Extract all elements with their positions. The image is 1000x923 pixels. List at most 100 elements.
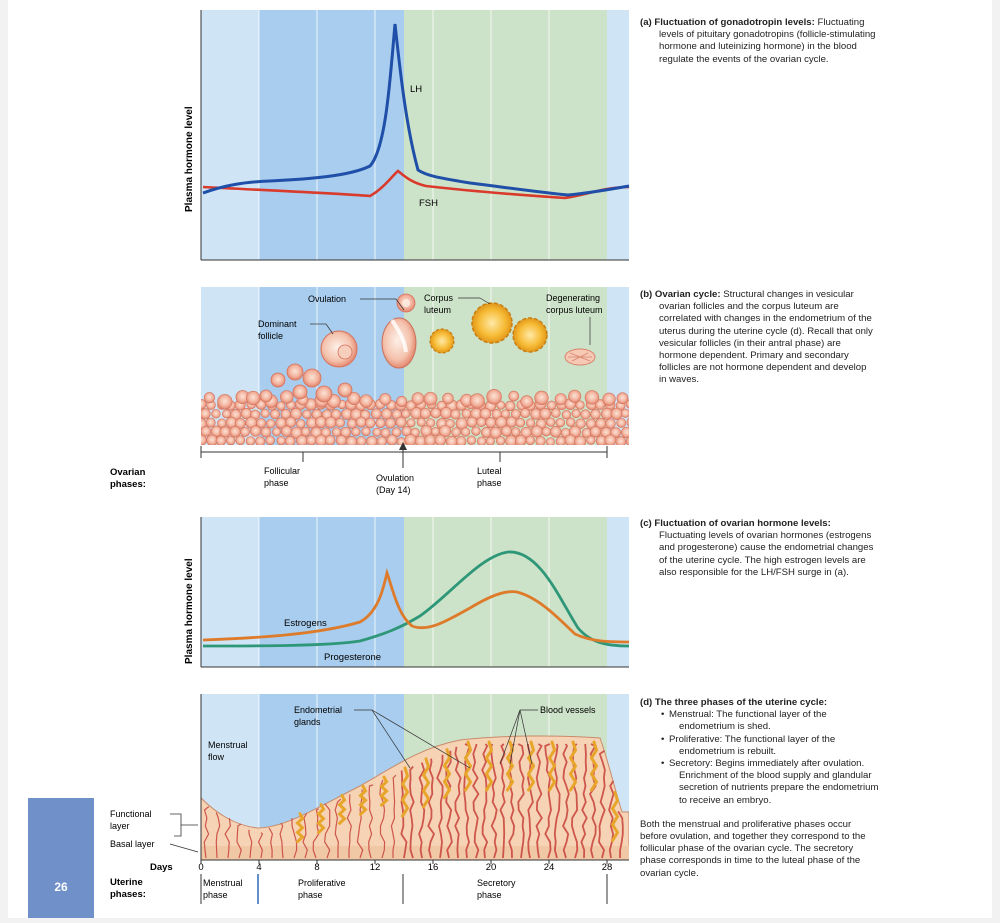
secondary-follicle [554, 393, 567, 406]
primary-follicle [445, 435, 458, 445]
page-number-tab: 26 [28, 798, 94, 918]
bullet-line: Secretory: Begins immediately after ovul… [669, 758, 865, 770]
panel-b-desc-line: uterus during the uterine cycle (d). Rec… [659, 325, 873, 337]
panel-a-description: (a) Fluctuation of gonadotropin levels: … [640, 17, 970, 66]
spiral-artery [445, 750, 453, 859]
secondary-follicle [486, 389, 502, 405]
spiral-artery [553, 743, 561, 859]
proliferative-band [259, 10, 404, 260]
primary-follicle [376, 436, 387, 445]
estrogens-label: Estrogens [284, 618, 327, 629]
lh-label: LH [410, 84, 422, 95]
endometrial-gland [421, 757, 431, 809]
primary-follicle [285, 416, 297, 428]
endometrial-gland [337, 793, 347, 825]
ovulating-follicle [381, 293, 417, 369]
primary-follicle [455, 436, 467, 445]
spiral-artery [499, 743, 506, 859]
follicle-bed [201, 389, 629, 445]
primary-follicle [401, 409, 411, 419]
bullet-line: endometrium is shed. [679, 721, 771, 733]
menstrual-flow-label-2: flow [208, 752, 225, 762]
panel-c-description: (c) Fluctuation of ovarian hormone level… [640, 518, 970, 579]
secondary-follicle [584, 390, 600, 405]
spiral-artery [490, 743, 498, 859]
estrogen-curve [202, 568, 630, 644]
primary-follicle [270, 409, 281, 420]
primary-follicle [260, 426, 272, 438]
next-cycle-band [607, 10, 629, 260]
primary-follicle [460, 427, 471, 437]
glands-label-2: glands [294, 717, 321, 727]
primary-follicle [240, 426, 250, 437]
uterine-phase-bars [200, 874, 608, 904]
next-cycle-band [607, 517, 629, 667]
ovarian-phase-bracket [200, 442, 608, 468]
panel-c-background [201, 517, 629, 667]
primary-follicle [380, 428, 391, 438]
primary-follicle [330, 409, 342, 420]
secondary-follicle [280, 390, 294, 404]
spiral-artery [517, 743, 525, 859]
endometrial-gland [463, 740, 473, 792]
menstrual-flow-label-1: Menstrual [208, 740, 248, 750]
day-tick-label: 20 [486, 862, 497, 873]
secondary-follicle [508, 390, 520, 402]
spiral-artery [472, 743, 480, 859]
spiral-artery [481, 743, 489, 859]
primary-follicle [616, 417, 627, 428]
secretory-phase-label-1: Secretory [477, 878, 516, 888]
panel-b-desc-line: hormone dependent. Primary and secondary [659, 350, 849, 362]
corpus-label-1: Corpus [424, 293, 454, 303]
secretory-phase-label-2: phase [477, 890, 502, 900]
secondary-follicle [602, 392, 616, 406]
panel-c-y-label: Plasma hormone level [184, 558, 195, 664]
panel-a-desc-line: hormone and luteinizing hormone) in the … [659, 41, 857, 53]
primary-follicle [296, 419, 306, 429]
bullet-line: Proliferative: The functional layer of t… [669, 733, 836, 745]
panel-c-desc-title: (c) Fluctuation of ovarian hormone level… [640, 518, 831, 529]
uterine-phases-title-1: Uterine [110, 877, 143, 888]
primary-follicle [305, 434, 317, 445]
primary-follicle [575, 400, 585, 410]
primary-follicle [249, 425, 262, 437]
primary-follicle [604, 434, 617, 445]
ovulation-label: Ovulation [308, 294, 346, 304]
endometrial-gland [568, 740, 578, 792]
primary-follicle [525, 418, 536, 428]
proliferative-bullet: Proliferative: The functional layer of t… [661, 733, 970, 758]
endometrial-gland [526, 740, 536, 792]
primary-follicle [546, 400, 557, 411]
spiral-artery [562, 743, 570, 859]
spiral-artery [527, 743, 534, 859]
primary-follicle [211, 409, 221, 419]
primary-follicle [366, 435, 378, 445]
bullet-line: to receive an embryo. [679, 794, 772, 806]
endometrial-gland [400, 766, 410, 818]
menstrual-phase-label-1: Menstrual [203, 878, 243, 888]
primary-follicle [265, 435, 275, 445]
summary-line: before ovulation, and together they corr… [640, 831, 866, 843]
secondary-follicle [442, 392, 454, 405]
spiral-artery [334, 798, 342, 858]
ovarian-phases-title-1: Ovarian [110, 467, 146, 478]
panel-b-desc-line: follicles are not hormone dependent and … [659, 362, 867, 374]
primary-follicle [430, 427, 440, 437]
panel-b-desc-line: in waves. [659, 374, 699, 386]
endometrial-gland [316, 803, 326, 835]
primary-follicle [356, 436, 367, 445]
primary-follicle [476, 436, 487, 445]
corpus-label-2: luteum [424, 305, 451, 315]
primary-follicle [535, 436, 546, 445]
proliferative-band [259, 517, 404, 667]
endometrial-gland [295, 812, 305, 844]
dominant-follicle [320, 330, 358, 368]
primary-follicle [205, 417, 216, 428]
panel-b-description: (b) Ovarian cycle: Structural changes in… [640, 289, 970, 387]
primary-follicle [351, 427, 361, 437]
follicular-phase-label-2: phase [264, 478, 289, 488]
panel-a-background [201, 10, 629, 260]
days-label: Days [150, 862, 173, 873]
secondary-follicle [217, 394, 233, 410]
panel-a-desc-line: levels of pituitary gonadotropins (folli… [659, 29, 876, 41]
